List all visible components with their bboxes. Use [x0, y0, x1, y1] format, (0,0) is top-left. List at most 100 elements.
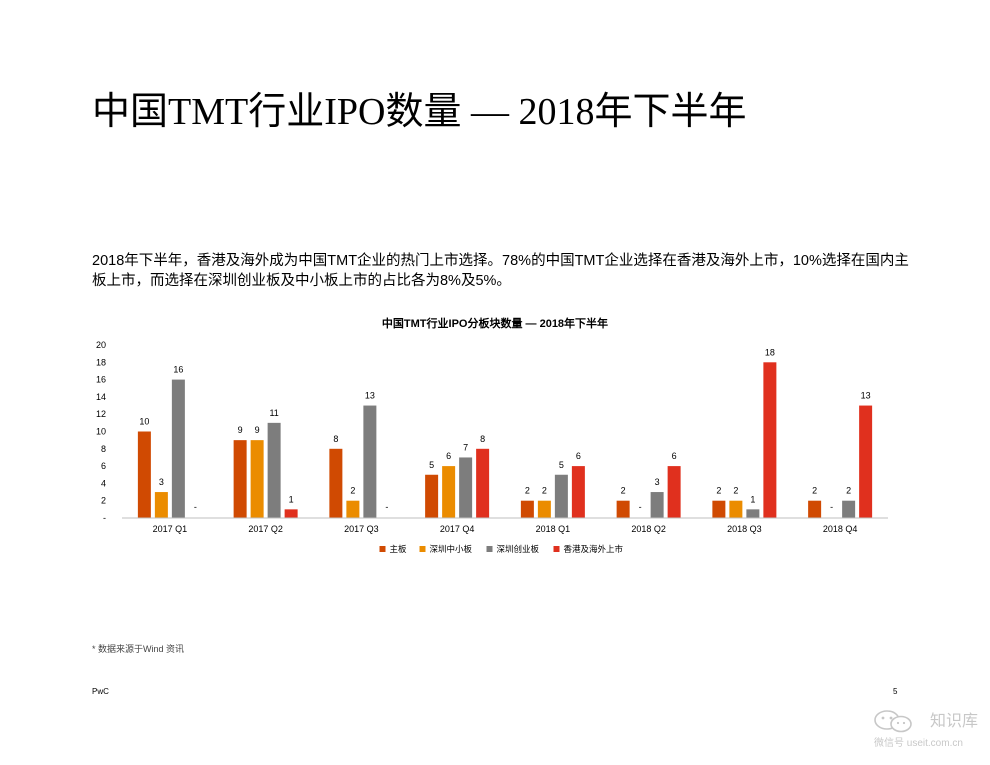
- bar-group: 8 2 13 -: [329, 391, 388, 518]
- data-label: 3: [159, 477, 164, 487]
- data-label: 8: [333, 434, 338, 444]
- x-tick-label: 2017 Q4: [440, 524, 475, 534]
- y-tick-label: 2: [101, 496, 106, 506]
- y-tick-label: 4: [101, 478, 106, 488]
- x-tick-label: 2017 Q1: [153, 524, 188, 534]
- data-label: 2: [525, 486, 530, 496]
- legend-label: 深圳创业板: [497, 544, 540, 554]
- y-tick-label: 12: [96, 409, 106, 419]
- y-tick-label: 20: [96, 340, 106, 350]
- y-axis: - 2 4 6 8 10 12 14 16 18 20: [96, 340, 106, 523]
- brand-label: PwC: [92, 687, 109, 696]
- bar-group: 5 6 7 8: [425, 434, 490, 518]
- bar: [554, 474, 568, 518]
- bar: [537, 500, 551, 518]
- bar-group: 2 2 1 18: [712, 347, 777, 518]
- data-label: 2: [350, 486, 355, 496]
- data-label: 10: [139, 417, 149, 427]
- data-label-empty: -: [830, 502, 833, 512]
- data-label: 1: [750, 494, 755, 504]
- data-label: 9: [238, 425, 243, 435]
- watermark-account: 微信号 useit.com.cn: [874, 738, 963, 749]
- bar-group: 2 2 5 6: [520, 451, 585, 518]
- data-label: 2: [542, 486, 547, 496]
- ipo-bar-chart: 中国TMT行业IPO分板块数量 — 2018年下半年 -246810121416…: [96, 316, 888, 554]
- legend-label: 主板: [390, 544, 408, 554]
- data-label: 13: [861, 391, 871, 401]
- data-label: 2: [846, 486, 851, 496]
- bar-group: 10 3 16 -: [137, 365, 197, 518]
- bar: [842, 500, 856, 518]
- data-label: 5: [559, 460, 564, 470]
- page-title: 中国TMT行业IPO数量 — 2018年下半年: [92, 91, 747, 133]
- data-label: 13: [365, 391, 375, 401]
- bar: [712, 500, 726, 518]
- bar: [284, 509, 298, 518]
- bar: [329, 448, 343, 518]
- data-label-empty: -: [385, 502, 388, 512]
- legend-item: 深圳中小板: [419, 544, 473, 554]
- intro-paragraph: 2018年下半年，香港及海外成为中国TMT企业的热门上市选择。78%的中国TMT…: [92, 253, 909, 289]
- legend-item: 主板: [379, 544, 408, 554]
- chart-title: 中国TMT行业IPO分板块数量 — 2018年下半年: [382, 316, 608, 330]
- legend-item: 香港及海外上市: [553, 544, 624, 554]
- data-label: 8: [480, 434, 485, 444]
- data-label: 2: [716, 486, 721, 496]
- y-tick-label: 6: [101, 461, 106, 471]
- data-label: 9: [255, 425, 260, 435]
- x-tick-label: 2018 Q1: [536, 524, 571, 534]
- bar: [137, 431, 151, 518]
- page-number: 5: [893, 687, 898, 696]
- y-tick-label: 10: [96, 427, 106, 437]
- bar: [459, 457, 473, 518]
- bar: [808, 500, 822, 518]
- x-tick-label: 2018 Q2: [631, 524, 666, 534]
- bar: [476, 448, 490, 518]
- data-label: 2: [621, 486, 626, 496]
- x-tick-label: 2017 Q3: [344, 524, 379, 534]
- y-tick-label: 16: [96, 375, 106, 385]
- bar: [763, 362, 777, 518]
- bar: [346, 500, 360, 518]
- data-label: 6: [446, 451, 451, 461]
- legend-label: 香港及海外上市: [564, 544, 624, 554]
- bar: [520, 500, 534, 518]
- legend: 主板 深圳中小板 深圳创业板 香港及海外上市: [379, 544, 624, 554]
- bar: [250, 440, 264, 518]
- legend-swatch: [486, 546, 493, 552]
- data-label: 16: [173, 365, 183, 375]
- bar: [267, 422, 281, 518]
- bar: [171, 379, 185, 518]
- data-label: 18: [765, 347, 775, 357]
- watermark-name: 知识库: [930, 713, 979, 730]
- x-tick-label: 2018 Q3: [727, 524, 762, 534]
- x-tick-label: 2018 Q4: [823, 524, 858, 534]
- footnote: * 数据来源于Wind 资讯: [92, 644, 185, 654]
- x-tick-label: 2017 Q2: [248, 524, 283, 534]
- y-tick-label: 8: [101, 444, 106, 454]
- data-label-empty: -: [639, 502, 642, 512]
- bar: [154, 492, 168, 518]
- data-label: 2: [812, 486, 817, 496]
- x-axis: 2017 Q1 2017 Q2 2017 Q3 2017 Q4 2018 Q1 2018 …: [122, 517, 888, 534]
- bar: [650, 492, 664, 518]
- data-label: 5: [429, 460, 434, 470]
- data-label: 11: [269, 408, 278, 418]
- bar: [363, 405, 377, 518]
- data-label-empty: -: [194, 502, 197, 512]
- bar: [233, 440, 247, 518]
- data-label: 2: [733, 486, 738, 496]
- bar: [442, 466, 456, 518]
- data-label: 3: [655, 477, 660, 487]
- wechat-icon: [874, 710, 912, 733]
- bar: [667, 466, 681, 518]
- legend-label: 深圳中小板: [430, 544, 473, 554]
- bar: [571, 466, 585, 518]
- bar: [729, 500, 743, 518]
- bar: [616, 500, 630, 518]
- bar: [859, 405, 873, 518]
- data-label: 6: [672, 451, 677, 461]
- bar-group: 2 - 2 13: [808, 391, 873, 518]
